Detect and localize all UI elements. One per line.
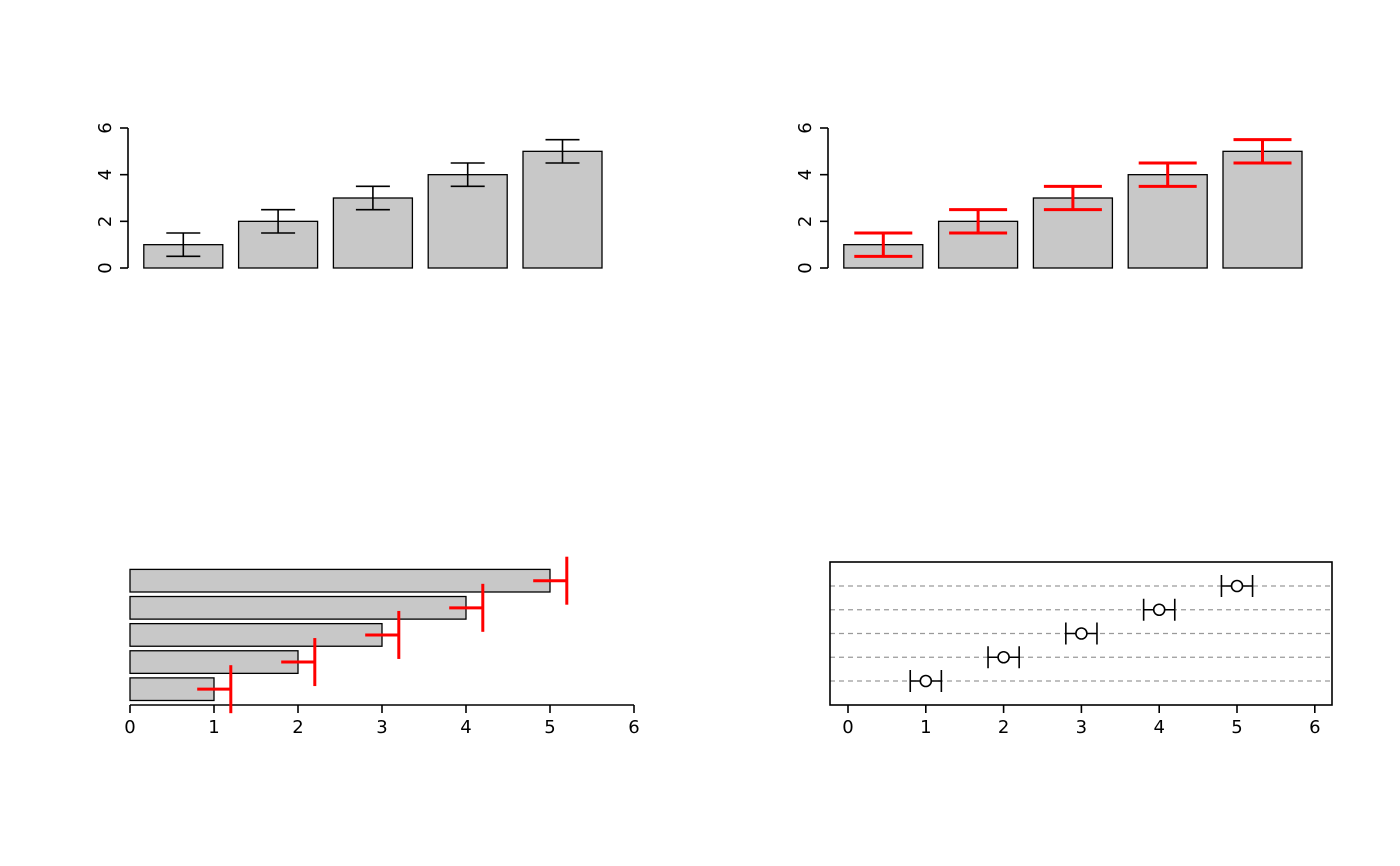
svg-text:6: 6 [1309, 717, 1320, 738]
svg-text:4: 4 [1153, 717, 1164, 738]
panel-barplot-vertical-black-errorbars: 0 2 4 6 [95, 122, 603, 274]
svg-text:6: 6 [795, 122, 816, 133]
panel-barplot-vertical-red-errorbars: 0 2 4 6 [795, 122, 1303, 274]
x-axis: 0 1 2 3 4 5 6 [124, 704, 640, 738]
panel-barplot-horizontal-red-errorbars: 0 1 2 3 4 5 6 [124, 556, 640, 738]
svg-text:4: 4 [460, 717, 471, 738]
svg-text:3: 3 [1076, 717, 1087, 738]
bars [843, 150, 1303, 269]
svg-text:0: 0 [95, 262, 116, 273]
bars [129, 568, 551, 702]
svg-text:6: 6 [95, 122, 116, 133]
svg-text:2: 2 [998, 717, 1009, 738]
x-axis: 0 1 2 3 4 5 6 [842, 705, 1321, 738]
svg-text:0: 0 [795, 262, 816, 273]
svg-text:2: 2 [95, 216, 116, 227]
svg-text:6: 6 [628, 717, 639, 738]
error-bars [166, 138, 580, 258]
svg-text:4: 4 [95, 169, 116, 180]
data-points [919, 579, 1244, 688]
y-axis: 0 2 4 6 [795, 122, 829, 274]
svg-text:0: 0 [842, 717, 853, 738]
svg-text:5: 5 [1231, 717, 1242, 738]
svg-text:1: 1 [920, 717, 931, 738]
y-axis: 0 2 4 6 [95, 122, 129, 274]
svg-text:2: 2 [795, 216, 816, 227]
error-bars [197, 556, 569, 714]
error-bars [854, 138, 1292, 258]
panel-scatter-horizontal-errorbars: 0 1 2 3 4 5 6 [829, 561, 1333, 738]
svg-text:1: 1 [208, 717, 219, 738]
svg-text:4: 4 [795, 169, 816, 180]
error-bars [909, 575, 1254, 692]
svg-text:2: 2 [292, 717, 303, 738]
svg-text:3: 3 [376, 717, 387, 738]
svg-text:0: 0 [124, 717, 135, 738]
svg-text:5: 5 [544, 717, 555, 738]
